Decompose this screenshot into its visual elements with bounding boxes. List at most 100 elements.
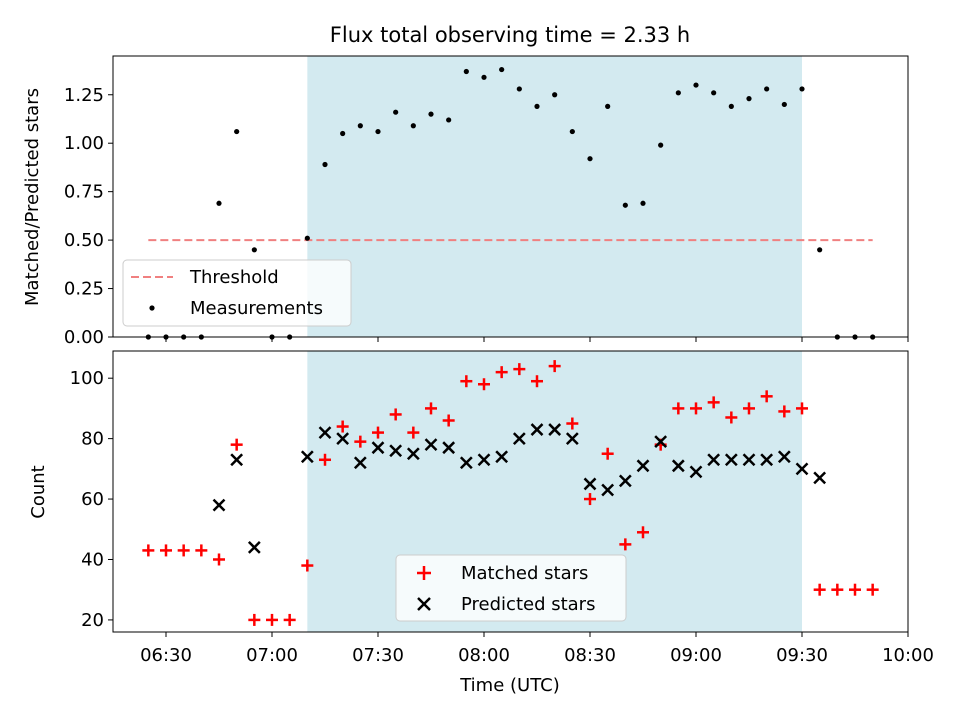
counts-series bbox=[142, 360, 879, 626]
predicted-star-point bbox=[601, 483, 615, 497]
matched-star-point bbox=[513, 363, 526, 376]
predicted-star-point bbox=[707, 453, 721, 467]
predicted-star-point bbox=[530, 423, 544, 436]
legend-predicted-label: Predicted stars bbox=[461, 594, 595, 615]
predicted-star-point bbox=[724, 453, 738, 467]
ratio-series bbox=[145, 66, 876, 340]
measurement-point bbox=[552, 92, 558, 98]
matched-star-point bbox=[336, 420, 349, 433]
measurement-point bbox=[640, 200, 646, 206]
legend-measurements-label: Measurements bbox=[190, 298, 323, 319]
measurement-point bbox=[781, 101, 787, 108]
ratio-legend-box bbox=[122, 259, 352, 327]
y-tick-label: 1.25 bbox=[64, 85, 104, 106]
x-tick-label: 08:30 bbox=[564, 645, 616, 666]
measurement-point bbox=[587, 156, 593, 162]
measurement-point bbox=[481, 74, 487, 80]
matched-star-point bbox=[849, 583, 861, 596]
y-tick-label: 60 bbox=[81, 489, 104, 510]
chart-title: Flux total observing time = 2.33 h bbox=[330, 23, 690, 47]
measurement-point bbox=[357, 123, 363, 129]
matched-star-point bbox=[619, 538, 632, 551]
measurement-point bbox=[463, 68, 469, 75]
predicted-star-point bbox=[336, 432, 350, 446]
matched-star-point bbox=[425, 402, 437, 415]
x-tick-label: 07:30 bbox=[352, 645, 404, 666]
measurement-point bbox=[516, 86, 522, 92]
ratio-legend: Threshold Measurements bbox=[122, 259, 352, 327]
measurement-point bbox=[234, 128, 240, 135]
matched-star-point bbox=[566, 417, 579, 430]
legend-measurements-swatch bbox=[149, 305, 155, 311]
x-tick-label: 06:30 bbox=[140, 645, 192, 666]
y-tick-label: 100 bbox=[70, 368, 104, 389]
measurement-point bbox=[499, 66, 505, 73]
counts-y-ticks: 20 40 60 80 100 bbox=[70, 368, 113, 631]
measurement-point bbox=[534, 103, 540, 109]
measurement-point bbox=[799, 86, 805, 92]
matched-star-point bbox=[531, 375, 543, 388]
predicted-star-point bbox=[777, 450, 791, 464]
matched-star-point bbox=[230, 438, 243, 451]
legend-matched-label: Matched stars bbox=[461, 563, 588, 584]
predicted-star-point bbox=[671, 459, 685, 473]
matched-star-point bbox=[195, 544, 208, 557]
measurement-point bbox=[410, 123, 416, 129]
x-tick-label: 09:30 bbox=[776, 645, 828, 666]
matched-star-point bbox=[672, 402, 685, 415]
matched-star-point bbox=[601, 447, 614, 460]
predicted-star-point bbox=[389, 444, 403, 458]
ratio-axes-frame bbox=[112, 55, 909, 338]
matched-star-point bbox=[160, 544, 172, 557]
matched-star-point bbox=[866, 583, 879, 596]
predicted-star-point bbox=[760, 453, 774, 467]
predicted-star-point bbox=[618, 474, 632, 488]
predicted-star-point bbox=[459, 456, 473, 470]
matched-star-point bbox=[442, 414, 455, 427]
matched-star-point bbox=[389, 408, 402, 421]
legend-threshold-label: Threshold bbox=[189, 267, 279, 288]
predicted-star-point bbox=[636, 459, 650, 473]
measurement-point bbox=[605, 103, 611, 109]
predicted-star-point bbox=[565, 432, 579, 446]
matched-star-point bbox=[760, 390, 773, 403]
y-tick-label: 0.75 bbox=[64, 182, 104, 203]
y-tick-label: 0.00 bbox=[64, 327, 104, 348]
matched-star-point bbox=[354, 435, 367, 448]
predicted-star-point bbox=[813, 471, 827, 485]
matched-star-point bbox=[142, 544, 155, 557]
predicted-star-point bbox=[795, 462, 809, 476]
measurement-point bbox=[322, 161, 328, 168]
matched-star-point bbox=[319, 453, 331, 466]
predicted-star-point bbox=[654, 435, 668, 449]
ratio-x-ticks bbox=[165, 337, 909, 342]
predicted-star-point bbox=[689, 465, 703, 479]
matched-star-point bbox=[707, 396, 720, 409]
predicted-star-point bbox=[230, 453, 244, 467]
predicted-star-point bbox=[371, 441, 385, 455]
counts-axes-frame bbox=[112, 350, 909, 633]
measurement-point bbox=[711, 90, 717, 96]
measurement-point bbox=[622, 202, 628, 208]
predicted-star-point bbox=[318, 426, 332, 439]
measurement-point bbox=[304, 235, 310, 241]
matched-star-point bbox=[584, 493, 596, 506]
matched-star-point bbox=[743, 402, 755, 415]
counts-panel: 06:30 07:00 07:30 08:00 08:30 09:00 09:30 10:00… bbox=[28, 350, 934, 666]
measurement-point bbox=[340, 130, 346, 137]
matched-star-point bbox=[460, 375, 473, 388]
measurement-point bbox=[393, 109, 399, 115]
predicted-star-point bbox=[583, 477, 597, 491]
y-tick-label: 0.25 bbox=[64, 279, 104, 300]
predicted-star-point bbox=[442, 441, 456, 455]
matched-star-point bbox=[637, 526, 649, 539]
legend-predicted-swatch bbox=[417, 597, 431, 611]
matched-star-point bbox=[778, 405, 791, 418]
matched-star-point bbox=[478, 378, 490, 391]
predicted-star-point bbox=[212, 498, 226, 512]
matched-star-point bbox=[725, 411, 738, 424]
ratio-y-ticks: 0.00 0.25 0.50 0.75 1.00 1.25 bbox=[64, 85, 113, 348]
measurement-point bbox=[446, 117, 452, 123]
x-tick-label: 07:00 bbox=[246, 645, 298, 666]
